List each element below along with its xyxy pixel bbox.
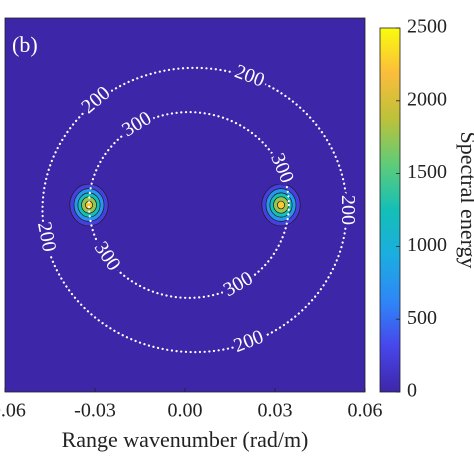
colorbar-tick-label: 2000 bbox=[407, 88, 447, 110]
colorbar-tick-label: 1000 bbox=[407, 234, 447, 256]
energy-peak-level bbox=[277, 200, 285, 210]
colorbar-tick-label: 1500 bbox=[407, 161, 447, 183]
x-tick-label: -0.06 bbox=[0, 400, 26, 422]
colorbar bbox=[379, 27, 401, 393]
panel-label: (b) bbox=[12, 32, 38, 57]
x-tick-label: 0.03 bbox=[258, 400, 293, 422]
x-tick-label: -0.03 bbox=[74, 400, 116, 422]
colorbar-label: Spectral energy bbox=[456, 131, 474, 268]
x-tick-label: 0.00 bbox=[168, 400, 203, 422]
colorbar-tick-label: 2500 bbox=[407, 16, 447, 38]
x-axis-label: Range wavenumber (rad/m) bbox=[62, 427, 309, 452]
contour-line bbox=[87, 111, 290, 299]
plot-background bbox=[5, 18, 365, 392]
colorbar-tick-label: 500 bbox=[407, 307, 437, 329]
contour-label: 200 bbox=[337, 195, 359, 225]
contour-line bbox=[41, 66, 348, 354]
x-tick-label: 0.06 bbox=[348, 400, 383, 422]
colorbar-tick-label: 0 bbox=[407, 380, 417, 402]
